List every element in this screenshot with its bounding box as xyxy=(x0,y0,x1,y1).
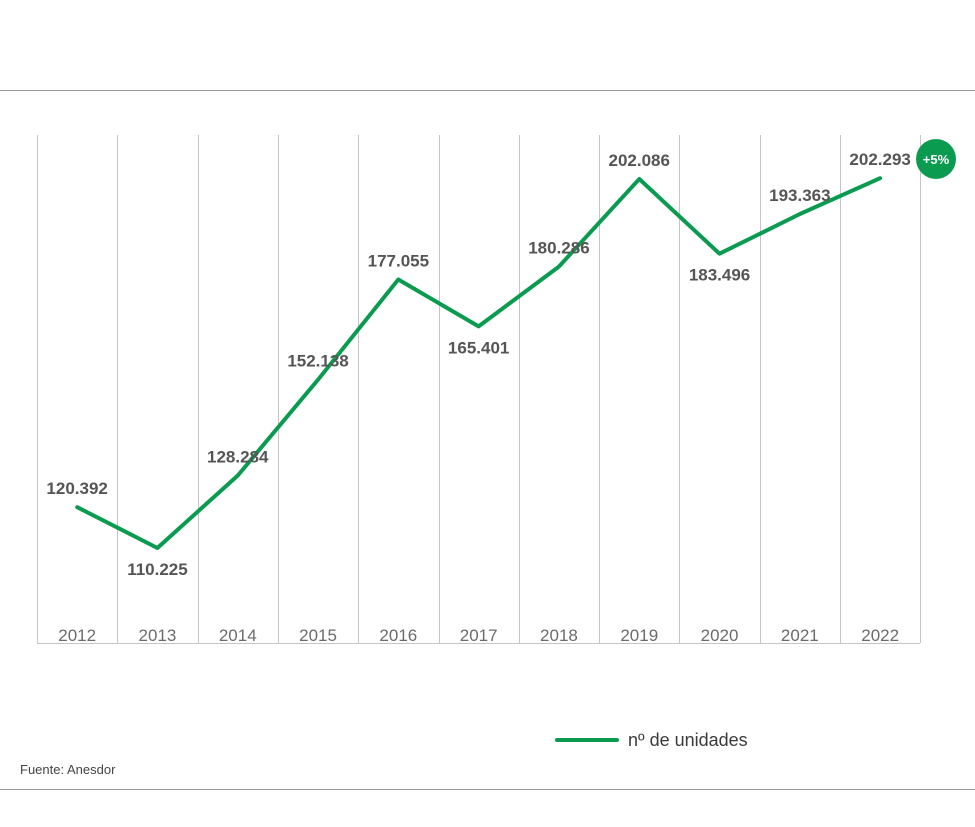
x-tick-label-2014: 2014 xyxy=(219,626,257,645)
data-label-2019: 202.086 xyxy=(609,151,670,170)
data-label-2012: 120.392 xyxy=(46,479,107,498)
x-tick-label-2015: 2015 xyxy=(299,626,337,645)
growth-badge: +5% xyxy=(916,139,956,179)
x-tick-label-2018: 2018 xyxy=(540,626,578,645)
x-tick-label-2021: 2021 xyxy=(781,626,819,645)
data-label-2013: 110.225 xyxy=(127,560,188,579)
growth-badge-label: +5% xyxy=(923,152,950,167)
data-label-2021: 193.363 xyxy=(769,186,830,205)
data-label-2020: 183.496 xyxy=(689,266,750,285)
x-tick-label-2019: 2019 xyxy=(620,626,658,645)
source-note: Fuente: Anesdor xyxy=(20,762,116,777)
data-label-2016: 177.055 xyxy=(368,252,429,271)
x-tick-label-2012: 2012 xyxy=(58,626,96,645)
x-tick-label-2016: 2016 xyxy=(379,626,417,645)
x-tick-label-2022: 2022 xyxy=(861,626,899,645)
data-label-2014: 128.284 xyxy=(207,447,269,466)
x-tick-label-2020: 2020 xyxy=(701,626,739,645)
data-label-2017: 165.401 xyxy=(448,338,509,357)
legend: nº de unidades xyxy=(555,730,748,750)
series-line xyxy=(75,176,883,550)
gridlines xyxy=(37,135,921,643)
legend-label: nº de unidades xyxy=(628,730,748,750)
data-label-2018: 180.286 xyxy=(528,239,589,258)
x-tick-label-2013: 2013 xyxy=(139,626,177,645)
x-axis-labels: 2012 2013 2014 2015 2016 2017 2018 2019 2020 2021… xyxy=(58,626,899,645)
data-label-2015: 152.138 xyxy=(287,352,348,371)
x-tick-label-2017: 2017 xyxy=(460,626,498,645)
data-labels: 120.392 110.225 128.284 152.138 177.055 165.4… xyxy=(46,150,910,579)
data-label-2022: 202.293 xyxy=(849,150,910,169)
